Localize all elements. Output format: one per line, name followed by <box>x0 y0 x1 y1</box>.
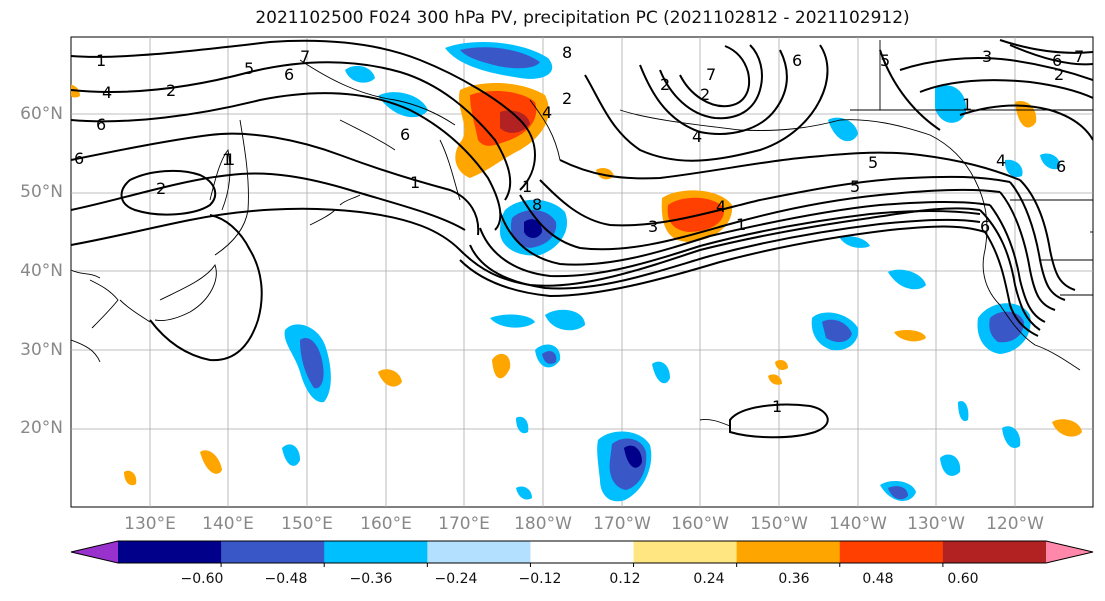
lon-label-120w: 120°W <box>986 514 1044 534</box>
lat-label-50n: 50°N <box>20 182 63 202</box>
colorbar-tick-label: −0.60 <box>180 571 224 587</box>
colorbar-tick-label: −0.48 <box>264 571 308 587</box>
contour-label: 6 <box>980 217 990 236</box>
contour-label: 2 <box>660 75 670 94</box>
lon-label-160e: 160°E <box>360 514 412 534</box>
colorbar-swatch <box>839 541 944 563</box>
lon-label-140e: 140°E <box>202 514 254 534</box>
colorbar-swatch <box>221 541 325 563</box>
contour-label: 3 <box>648 217 658 236</box>
colorbar-swatch <box>427 541 531 563</box>
colorbar-swatch <box>118 541 222 563</box>
lon-label-180w: 180°W <box>514 514 572 534</box>
contour-label: 4 <box>996 151 1006 170</box>
colorbar-swatch <box>633 541 738 563</box>
colorbar-tick-label: 0.24 <box>693 571 725 587</box>
colorbar-extend-high <box>1046 541 1093 563</box>
contour-label: 7 <box>1074 47 1084 66</box>
colorbar-tick-label: 0.60 <box>947 571 979 587</box>
colorbar-tick-label: 0.48 <box>862 571 894 587</box>
lon-label-130w: 130°W <box>907 514 965 534</box>
lon-label-150e: 150°E <box>281 514 333 534</box>
colorbar-extend-low <box>71 541 118 563</box>
pv-contours <box>71 39 1093 439</box>
colorbar-swatch <box>736 541 841 563</box>
colorbar-tick-label: −0.36 <box>349 571 393 587</box>
lat-label-40n: 40°N <box>20 261 63 281</box>
contour-label: 2 <box>700 85 710 104</box>
contour-label: 4 <box>692 127 702 146</box>
contour-label: 5 <box>244 59 254 78</box>
lon-label-170w: 170°W <box>593 514 651 534</box>
contour-label: 4 <box>102 83 112 102</box>
contour-label: 6 <box>792 51 802 70</box>
contour-label: 3 <box>982 47 992 66</box>
contour-label: 5 <box>880 51 890 70</box>
contour-label: 7 <box>706 65 716 84</box>
colorbar-swatch <box>324 541 428 563</box>
lon-label-150w: 150°W <box>750 514 808 534</box>
contour-label: 1 <box>410 173 420 192</box>
contour-label: 1 <box>222 150 232 169</box>
contour-label: 6 <box>96 115 106 134</box>
colorbar <box>70 540 1094 567</box>
contour-label: 4 <box>716 197 726 216</box>
lon-label-140w: 140°W <box>829 514 887 534</box>
lon-label-170e: 170°E <box>438 514 490 534</box>
gridlines <box>71 37 1093 507</box>
contour-label: 2 <box>156 179 166 198</box>
contour-label: 4 <box>542 103 552 122</box>
contour-label: 1 <box>96 51 106 70</box>
precip-shading <box>71 42 1082 502</box>
lat-label-30n: 30°N <box>20 340 63 360</box>
contour-label: 1 <box>522 177 532 196</box>
colorbar-swatch <box>942 541 1047 563</box>
contour-label: 1 <box>962 95 972 114</box>
contour-label: 6 <box>284 65 294 84</box>
contour-label: 2 <box>1054 65 1064 84</box>
coastlines <box>71 40 1093 427</box>
colorbar-tick-label: 0.36 <box>778 571 810 587</box>
contour-label: 6 <box>1056 157 1066 176</box>
contour-label: 1 <box>772 397 782 416</box>
contour-label: 6 <box>74 149 84 168</box>
lon-label-160w: 160°W <box>671 514 729 534</box>
lon-label-130e: 130°E <box>124 514 176 534</box>
contour-label: 1 <box>225 150 235 169</box>
contour-label: 8 <box>532 195 542 214</box>
colorbar-swatch <box>530 541 635 563</box>
contour-label: 2 <box>166 81 176 100</box>
colorbar-tick-label: 0.12 <box>609 571 641 587</box>
lat-label-20n: 20°N <box>20 418 63 438</box>
lat-label-60n: 60°N <box>20 104 63 124</box>
contour-label: 7 <box>300 47 310 66</box>
colorbar-outline <box>70 540 1094 564</box>
contour-label: 5 <box>868 153 878 172</box>
contour-label: 8 <box>562 43 572 62</box>
colorbar-tick-label: −0.12 <box>518 571 562 587</box>
colorbar-tick-label: −0.24 <box>434 571 478 587</box>
map-title: 2021102500 F024 300 hPa PV, precipitatio… <box>255 8 910 28</box>
contour-label: 6 <box>1052 51 1062 70</box>
contour-label: 5 <box>850 177 860 196</box>
contour-label: 2 <box>562 89 572 108</box>
contour-label: 6 <box>400 125 410 144</box>
contour-label: 1 <box>736 215 746 234</box>
contour-labels: 1 2 4 6 5 6 7 2 1 8 8 6 2 4 7 6 5 1 3 4 … <box>74 43 1084 416</box>
